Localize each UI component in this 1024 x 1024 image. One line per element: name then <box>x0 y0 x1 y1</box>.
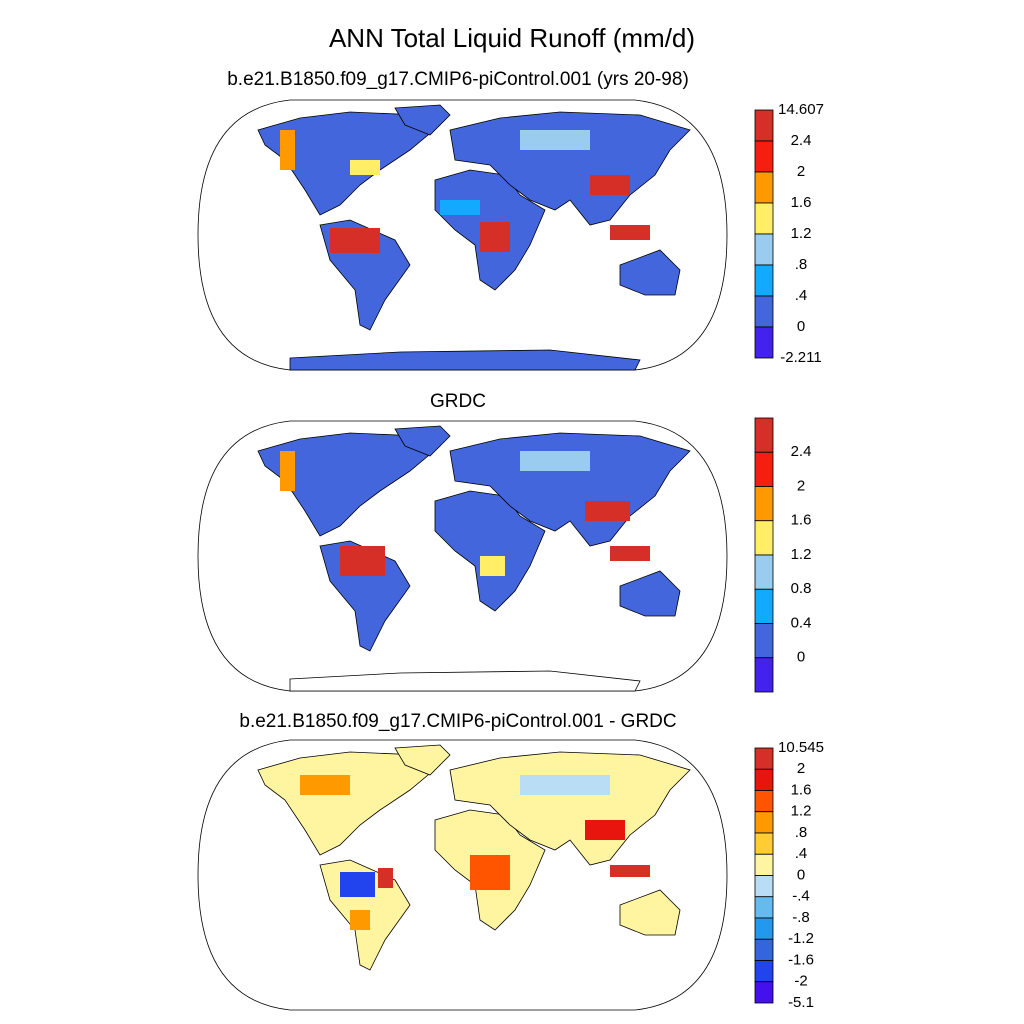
colorbar-box <box>754 938 774 961</box>
panel-title: b.e21.B1850.f09_g17.CMIP6-piControl.001 … <box>227 69 689 90</box>
colorbar-box <box>754 520 774 556</box>
colorbar-box <box>754 960 774 983</box>
colorbar-label: 1.2 <box>791 225 812 242</box>
colorbar-label: 2.4 <box>791 443 812 460</box>
colorbar-box <box>754 657 774 693</box>
colorbar-box <box>754 896 774 919</box>
colorbar-label: 0.4 <box>791 614 812 631</box>
colorbar-box <box>754 981 774 1004</box>
colorbar-label: 0 <box>797 318 805 335</box>
colorbar-box <box>754 171 774 204</box>
colorbar-box <box>754 202 774 235</box>
colorbar-label: 2 <box>797 163 805 180</box>
colorbar-box <box>754 264 774 297</box>
colorbar-box <box>754 109 774 142</box>
colorbar-label: -5.1 <box>788 994 814 1011</box>
colorbar-label: .8 <box>795 824 808 841</box>
colorbar-box <box>754 554 774 590</box>
colorbar-box <box>754 451 774 487</box>
colorbar-box <box>754 747 774 770</box>
colorbar-box <box>754 140 774 173</box>
colorbar-label: 1.6 <box>791 781 812 798</box>
colorbar-box <box>754 326 774 359</box>
figure-title: ANN Total Liquid Runoff (mm/d) <box>329 23 695 53</box>
colorbar-label: .4 <box>795 287 808 304</box>
colorbar-label: 2.4 <box>791 132 812 149</box>
colorbar-label: 1.2 <box>791 546 812 563</box>
colorbar-label: 14.607 <box>778 101 824 118</box>
colorbar-label: -1.6 <box>788 951 814 968</box>
colorbar-label: 0 <box>797 866 805 883</box>
colorbars: 14.6072.421.61.2.8.40-2.2112.421.61.20.8… <box>754 101 824 1011</box>
colorbar-box <box>754 417 774 453</box>
colorbar-box <box>754 486 774 522</box>
colorbar-box <box>754 853 774 876</box>
colorbar-label: 0 <box>797 649 805 666</box>
colorbar-box <box>754 295 774 328</box>
colorbar-label: -1.2 <box>788 930 814 947</box>
colorbar-box <box>754 917 774 940</box>
colorbar-label: .8 <box>795 256 808 273</box>
panel-title: GRDC <box>430 391 486 412</box>
colorbar-box <box>754 768 774 791</box>
colorbar-box <box>754 588 774 624</box>
colorbar-label: 1.6 <box>791 512 812 529</box>
colorbar-box <box>754 233 774 266</box>
colorbar-label: 2 <box>797 477 805 494</box>
colorbar-box <box>754 875 774 898</box>
colorbar-label: 2 <box>797 760 805 777</box>
colorbar-label: -2 <box>794 973 807 990</box>
colorbar-label: 1.6 <box>791 194 812 211</box>
colorbar-label: 0.8 <box>791 580 812 597</box>
panel-title: b.e21.B1850.f09_g17.CMIP6-piControl.001 … <box>239 711 676 732</box>
colorbar-label: -.4 <box>792 888 810 905</box>
map <box>197 99 728 371</box>
colorbar-label: -2.211 <box>780 349 821 366</box>
colorbar-box <box>754 811 774 834</box>
colorbar-box <box>754 790 774 813</box>
colorbar-box <box>754 832 774 855</box>
colorbar-box <box>754 623 774 659</box>
colorbar-label: 10.545 <box>778 739 824 756</box>
map <box>197 420 728 692</box>
colorbar-label: -.8 <box>792 909 810 926</box>
colorbar-label: 1.2 <box>791 803 812 820</box>
colorbar-label: .4 <box>795 845 808 862</box>
map <box>197 739 728 1011</box>
